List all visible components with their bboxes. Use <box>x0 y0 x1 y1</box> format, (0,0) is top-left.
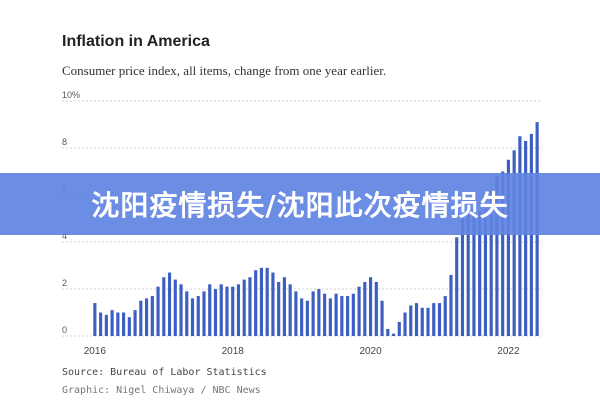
bar <box>466 209 470 336</box>
overlay-banner: 沈阳疫情损失/沈阳此次疫情损失 <box>0 173 600 235</box>
x-tick-label: 2016 <box>84 346 107 357</box>
bar <box>104 314 108 336</box>
bar <box>328 298 332 336</box>
bar <box>179 284 183 336</box>
bar <box>346 296 350 336</box>
bar <box>167 272 172 336</box>
y-tick-label: 8 <box>62 137 67 147</box>
bar <box>437 303 442 336</box>
bar <box>489 190 493 336</box>
bar <box>294 291 298 336</box>
bar <box>374 281 378 336</box>
bar <box>449 274 453 336</box>
bar <box>116 312 120 336</box>
bar <box>512 150 516 336</box>
bar <box>99 312 103 336</box>
bar <box>288 284 292 336</box>
bar <box>357 286 361 336</box>
bar <box>259 267 264 336</box>
bar <box>409 305 413 336</box>
bar <box>495 176 499 336</box>
bar <box>311 291 315 336</box>
bar <box>185 291 189 336</box>
bar <box>139 300 143 336</box>
y-tick-label: 4 <box>62 231 67 241</box>
y-tick-label: 2 <box>62 278 67 288</box>
y-tick-label: 10% <box>62 90 80 100</box>
bar <box>208 284 212 336</box>
bar <box>323 293 327 336</box>
bar <box>219 284 223 336</box>
bar <box>403 312 407 336</box>
bar <box>173 279 177 336</box>
bar <box>317 289 321 336</box>
bar <box>236 284 241 336</box>
bar <box>443 296 447 336</box>
bar <box>506 159 510 336</box>
bar <box>305 300 309 336</box>
bar <box>265 267 269 336</box>
bar <box>202 291 206 336</box>
bar <box>478 211 482 336</box>
bar <box>277 281 281 336</box>
y-tick-label: 0 <box>62 325 67 335</box>
banner-text: 沈阳疫情损失/沈阳此次疫情损失 <box>91 189 509 222</box>
bar <box>225 286 229 336</box>
bar <box>144 298 149 336</box>
bar <box>414 303 419 336</box>
bar <box>271 272 275 336</box>
bar <box>190 298 195 336</box>
bar <box>110 310 114 336</box>
chart-subtitle: Consumer price index, all items, change … <box>62 63 387 78</box>
bar <box>213 289 218 336</box>
x-tick-label: 2020 <box>359 346 382 357</box>
source-note: Source: Bureau of Labor Statistics <box>62 367 267 378</box>
bar <box>420 307 424 336</box>
bar <box>133 310 137 336</box>
bar <box>501 171 505 336</box>
bar <box>432 303 436 336</box>
x-tick-label: 2022 <box>497 346 520 357</box>
bar <box>455 237 459 336</box>
bar <box>518 136 522 336</box>
bar <box>196 296 200 336</box>
bar <box>426 307 430 336</box>
bar <box>351 293 355 336</box>
x-tick-label: 2018 <box>222 346 245 357</box>
bar <box>242 279 246 336</box>
bar <box>472 209 476 336</box>
bar <box>162 277 166 336</box>
bar <box>282 277 286 336</box>
bar <box>386 328 390 336</box>
bar <box>334 293 338 336</box>
bar <box>483 209 488 336</box>
bar <box>368 277 373 336</box>
bar <box>300 298 304 336</box>
bar <box>363 281 367 336</box>
bar <box>397 321 401 336</box>
bar <box>150 296 154 336</box>
bar <box>391 333 396 336</box>
bar <box>127 317 131 336</box>
bar <box>156 286 160 336</box>
bar <box>340 296 344 336</box>
bar <box>524 140 528 336</box>
graphic-credit: Graphic: Nigel Chiwaya / NBC News <box>62 385 261 396</box>
bar <box>122 312 126 336</box>
bar <box>248 277 252 336</box>
bar <box>380 300 384 336</box>
bar <box>254 270 258 336</box>
bar <box>231 286 235 336</box>
bar <box>460 218 465 336</box>
chart-title: Inflation in America <box>62 33 210 50</box>
bar <box>93 303 97 336</box>
